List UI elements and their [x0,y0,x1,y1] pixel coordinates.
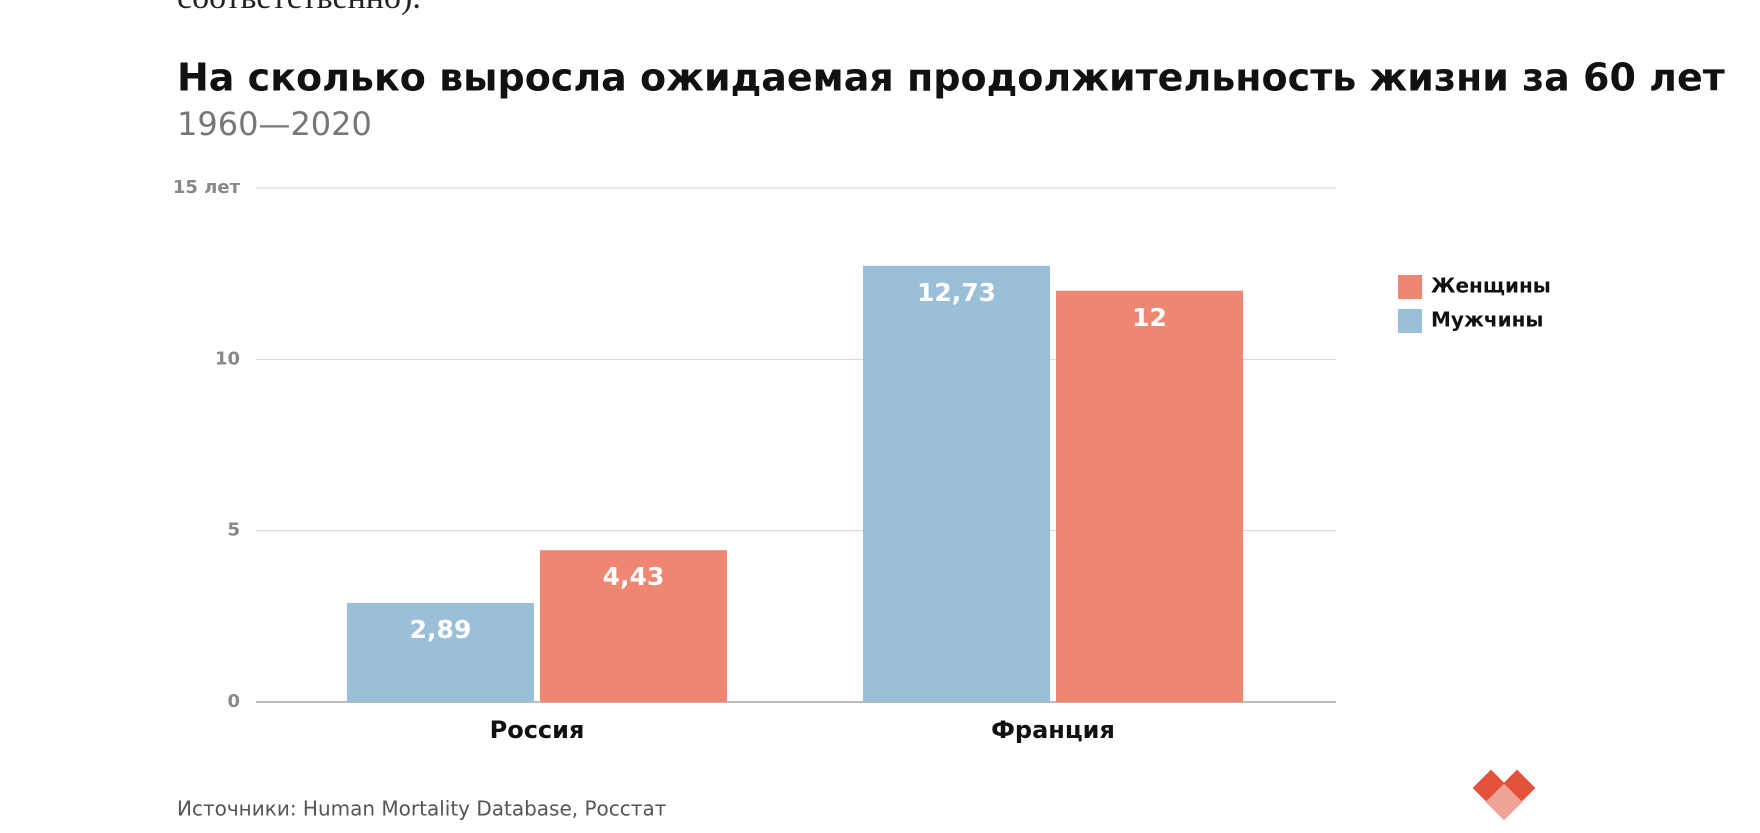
value-label: 12 [1132,303,1167,332]
bar [1056,290,1243,702]
x-tick-label: Россия [490,716,585,744]
y-tick-label: 0 [227,691,240,712]
chart-title: На сколько выросла ожидаемая продолжител… [177,56,1725,100]
source: Источники: Human Mortality Database, Рос… [177,797,667,821]
logo [1472,769,1536,821]
y-tick-label: 15 лет [173,177,241,198]
y-tick-label: 10 [215,348,240,369]
bar [347,602,534,702]
legend-label: Мужчины [1431,308,1544,332]
value-label: 2,89 [410,615,472,644]
value-label: 4,43 [603,562,665,591]
legend-label: Женщины [1431,274,1551,298]
legend-swatch [1398,309,1422,333]
bar [863,265,1050,702]
value-label: 12,73 [917,278,996,307]
y-tick-label: 5 [227,520,240,541]
x-tick-label: Франция [991,716,1115,744]
bar [540,550,727,702]
intro-text: соответственно). [177,0,421,16]
legend-swatch [1398,275,1422,299]
chart-subtitle: 1960—2020 [177,105,372,143]
